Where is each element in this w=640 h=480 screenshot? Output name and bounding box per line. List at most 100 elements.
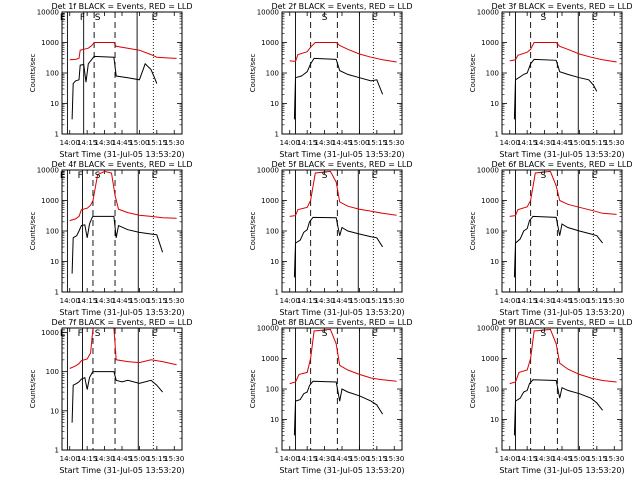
chart-1-x-axis-label: Start Time (31-Jul-05 13:53:20) (59, 150, 184, 159)
chart-3-x-tick-label: 14:30 (534, 139, 554, 147)
chart-5-x-axis-label: Start Time (31-Jul-05 13:53:20) (279, 308, 404, 317)
chart-5-x-tick-label: 14:00 (280, 297, 300, 305)
chart-6-x-tick-label: 14:00 (500, 297, 520, 305)
chart-7-y-tick-label: 1 (55, 447, 59, 455)
chart-9-x-tick-label: 15:30 (604, 455, 624, 463)
chart-4-y-tick-label: 1 (55, 289, 59, 297)
chart-2-x-tick-label: 14:30 (314, 139, 334, 147)
chart-9-marker-label: E (592, 329, 598, 339)
chart-9-x-tick-label: 15:15 (587, 455, 607, 463)
chart-9-x-tick-label: 14:00 (500, 455, 520, 463)
chart-7-y-tick-label: 100 (46, 368, 59, 376)
chart-7-marker-label: F (78, 329, 83, 339)
chart-3-series-events (513, 58, 598, 120)
chart-7-title: Det 7f BLACK = Events, RED = LLD (51, 318, 192, 327)
chart-3-x-tick-label: 14:45 (552, 139, 572, 147)
chart-9-x-tick-label: 15:00 (569, 455, 589, 463)
chart-9-title: Det 9f BLACK = Events, RED = LLD (491, 318, 632, 327)
chart-6-series-events (513, 215, 603, 278)
chart-4-x-axis-label: Start Time (31-Jul-05 13:53:20) (59, 308, 184, 317)
chart-8: Det 8f BLACK = Events, RED = LLD Counts/s… (249, 318, 413, 475)
chart-9-y-tick-label: 1 (495, 447, 499, 455)
chart-1-y-tick-label: 1 (55, 131, 59, 139)
chart-6-y-tick-label: 10000 (477, 167, 499, 175)
chart-2-x-tick-label: 15:15 (367, 139, 387, 147)
chart-4-x-tick-label: 15:00 (129, 297, 149, 305)
chart-9-series-events (513, 379, 603, 436)
chart-1-marker-label: S (95, 13, 101, 23)
chart-8-series-lld (289, 328, 397, 385)
chart-6-marker-label: E (592, 171, 598, 181)
chart-1-title: Det 1f BLACK = Events, RED = LLD (51, 2, 192, 11)
chart-8-marker-label: S (322, 329, 328, 339)
chart-3-x-tick-label: 15:00 (569, 139, 589, 147)
chart-2: Det 2f BLACK = Events, RED = LLD Counts/s… (249, 2, 413, 159)
chart-9-y-axis-label: Counts/sec (469, 370, 477, 409)
chart-4-frame (61, 169, 183, 293)
chart-1-y-tick-label: 100 (46, 70, 59, 78)
chart-1-x-tick-label: 14:45 (112, 139, 132, 147)
chart-1-x-tick-label: 14:15 (77, 139, 97, 147)
chart-8-marker-label: E (372, 329, 378, 339)
chart-2-y-axis-label: Counts/sec (249, 54, 257, 93)
chart-4-y-tick-label: 10 (50, 258, 59, 266)
chart-6-y-tick-label: 1000 (481, 197, 499, 205)
chart-6-x-tick-label: 14:30 (534, 297, 554, 305)
chart-2-x-tick-label: 14:15 (297, 139, 317, 147)
chart-1-frame (61, 11, 183, 135)
chart-1-x-tick-label: 15:00 (129, 139, 149, 147)
chart-2-marker-label: S (322, 13, 328, 23)
chart-1-y-tick-label: 1000 (41, 39, 59, 47)
chart-6-marker-label: S (541, 171, 547, 181)
chart-1-marker-label: F (80, 13, 85, 23)
chart-3-frame (501, 11, 623, 135)
chart-1-y-tick-label: 10000 (37, 9, 59, 17)
chart-3-x-tick-label: 14:00 (500, 139, 520, 147)
chart-2-y-tick-label: 100 (266, 70, 279, 78)
chart-4-x-tick-label: 14:45 (112, 297, 132, 305)
chart-7-marker-label: S (95, 329, 101, 339)
chart-2-y-tick-label: 1000 (261, 39, 279, 47)
chart-9-x-tick-label: 14:15 (517, 455, 537, 463)
chart-6-series-lld (509, 170, 617, 217)
chart-7-x-tick-label: 14:15 (77, 455, 97, 463)
chart-7-y-axis-label: Counts/sec (29, 370, 37, 409)
chart-2-x-tick-label: 15:00 (349, 139, 369, 147)
chart-4-y-axis-label: Counts/sec (29, 212, 37, 251)
chart-5-y-tick-label: 10000 (257, 167, 279, 175)
chart-9-frame (501, 327, 623, 451)
chart-8-x-tick-label: 14:15 (297, 455, 317, 463)
chart-1-y-tick-label: 10 (50, 100, 59, 108)
chart-7-y-tick-label: 1000 (41, 329, 59, 337)
chart-8-frame (281, 327, 403, 451)
chart-3: Det 3f BLACK = Events, RED = LLD Counts/s… (469, 2, 633, 159)
chart-5-x-tick-label: 15:00 (349, 297, 369, 305)
chart-7-marker-label: E (152, 329, 158, 339)
chart-7-series-events (71, 371, 163, 423)
chart-1-x-tick-label: 15:15 (147, 139, 167, 147)
chart-3-y-tick-label: 10 (490, 100, 499, 108)
chart-4-x-tick-label: 14:30 (94, 297, 114, 305)
chart-4-marker-label: E (60, 171, 66, 181)
chart-3-y-tick-label: 1 (495, 131, 499, 139)
chart-8-y-tick-label: 10000 (257, 325, 279, 333)
chart-9-x-tick-label: 14:30 (534, 455, 554, 463)
chart-5-title: Det 5f BLACK = Events, RED = LLD (271, 160, 412, 169)
chart-6-y-tick-label: 100 (486, 228, 499, 236)
chart-5-y-tick-label: 1000 (261, 197, 279, 205)
chart-6-x-tick-label: 14:15 (517, 297, 537, 305)
chart-5-x-tick-label: 14:45 (332, 297, 352, 305)
chart-8-title: Det 8f BLACK = Events, RED = LLD (271, 318, 412, 327)
chart-1: Det 1f BLACK = Events, RED = LLD Counts/s… (29, 2, 193, 159)
chart-4-x-tick-label: 15:30 (164, 297, 184, 305)
chart-8-x-tick-label: 15:15 (367, 455, 387, 463)
chart-5-y-tick-label: 1 (275, 289, 279, 297)
chart-5-marker-label: S (322, 171, 328, 181)
chart-7: Det 7f BLACK = Events, RED = LLD Counts/s… (29, 318, 193, 475)
chart-4-title: Det 4f BLACK = Events, RED = LLD (51, 160, 192, 169)
chart-5-x-tick-label: 15:30 (384, 297, 404, 305)
chart-3-title: Det 3f BLACK = Events, RED = LLD (491, 2, 632, 11)
chart-8-series-events (293, 380, 384, 436)
chart-5-series-events (293, 216, 384, 278)
